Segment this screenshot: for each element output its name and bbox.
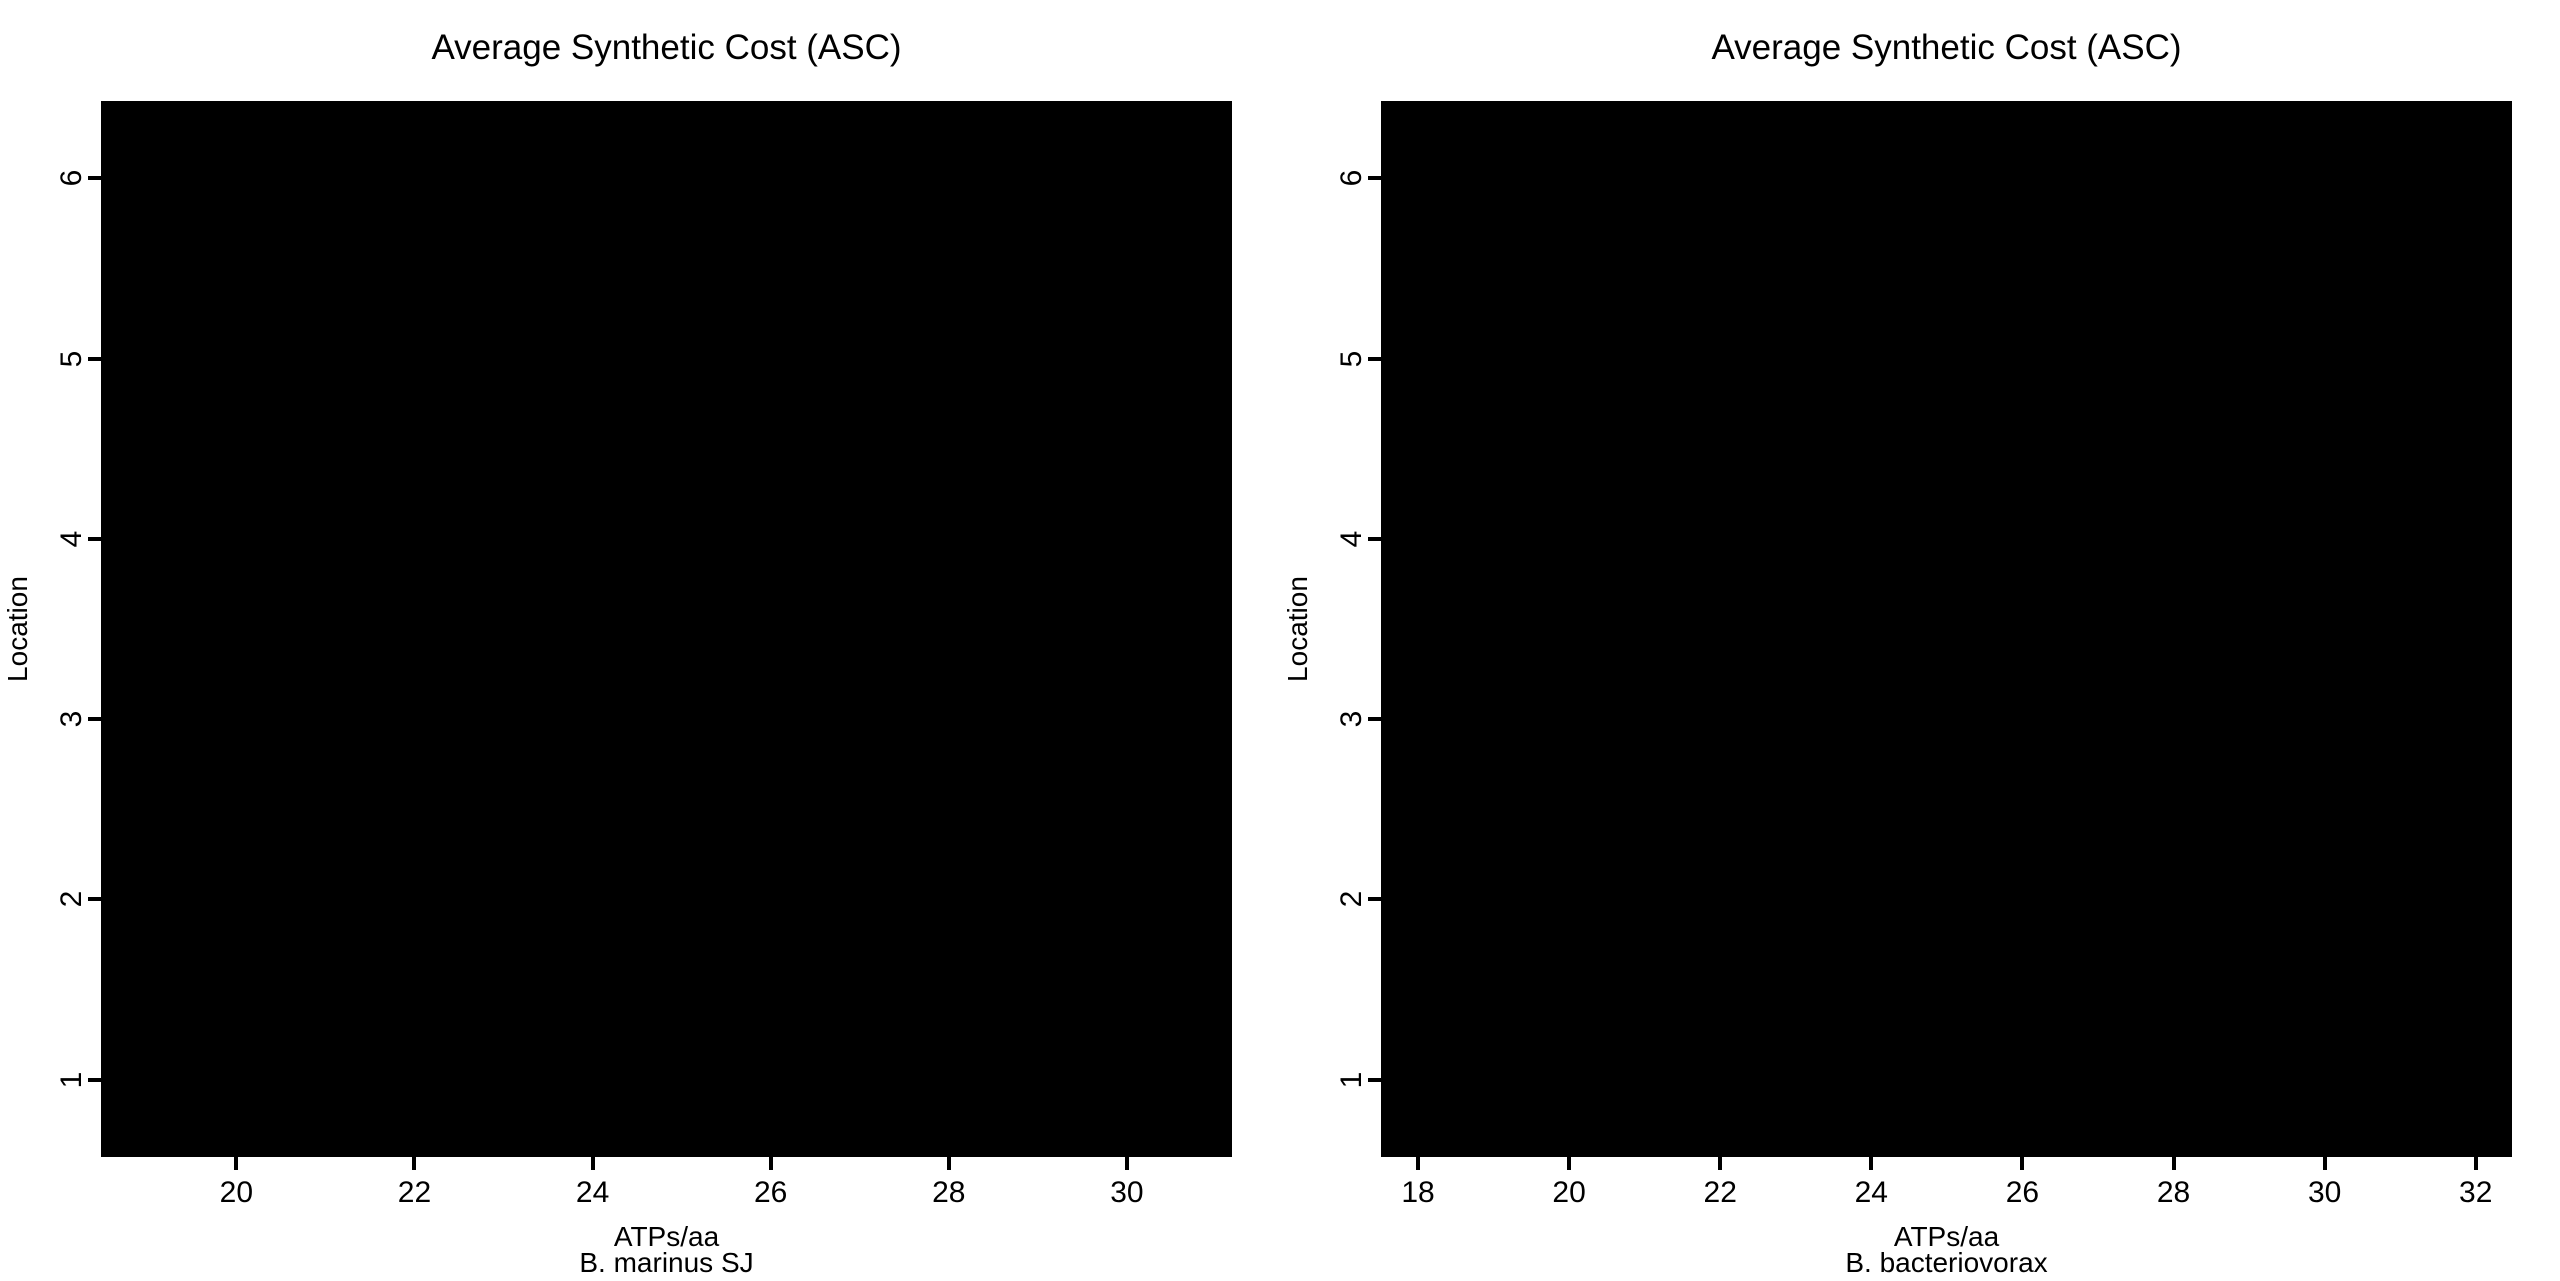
x-axis-label-group: ATPs/aa B. marinus SJ	[101, 1221, 1232, 1278]
x-tick-mark	[412, 1157, 417, 1170]
y-tick-mark	[1368, 717, 1381, 722]
y-tick-label: 2	[1335, 890, 1368, 908]
y-tick-label: 6	[55, 170, 88, 187]
x-tick-mark	[768, 1157, 773, 1170]
x-tick-mark	[1869, 1157, 1874, 1170]
y-axis-label: Location	[1282, 576, 1313, 682]
x-axis-sublabel: B. bacteriovorax	[1845, 1247, 2048, 1278]
x-tick-mark	[2473, 1157, 2478, 1170]
x-tick-mark	[1718, 1157, 1723, 1170]
y-tick-mark	[1368, 897, 1381, 902]
x-tick-mark	[1124, 1157, 1129, 1170]
y-tick-mark	[88, 356, 101, 361]
y-tick-label: 6	[1335, 170, 1368, 187]
x-tick-mark	[2171, 1157, 2176, 1170]
x-tick-label: 24	[575, 1176, 610, 1209]
y-tick-mark	[1368, 536, 1381, 541]
y-tick-label: 4	[1335, 530, 1368, 548]
x-tick-label: 28	[932, 1176, 966, 1209]
x-tick-label: 24	[1854, 1176, 1888, 1209]
x-tick-label: 26	[2005, 1176, 2040, 1209]
x-tick-mark	[2020, 1157, 2025, 1170]
x-tick-label: 20	[219, 1176, 254, 1209]
x-tick-label: 22	[397, 1176, 432, 1209]
y-tick-mark	[1368, 176, 1381, 181]
x-axis-label: ATPs/aa	[613, 1221, 720, 1252]
x-axis-sublabel: B. marinus SJ	[579, 1247, 754, 1278]
y-tick-mark	[88, 717, 101, 722]
x-tick-mark	[590, 1157, 595, 1170]
x-tick-mark	[234, 1157, 239, 1170]
x-tick-label: 26	[754, 1176, 788, 1209]
x-tick-label: 32	[2459, 1176, 2493, 1209]
x-axis-label-group: ATPs/aa B. bacteriovorax	[1381, 1221, 2512, 1278]
x-tick-label: 20	[1552, 1176, 1586, 1209]
y-tick-mark	[1368, 1077, 1381, 1082]
x-axis-label: ATPs/aa	[1893, 1221, 2000, 1252]
x-tick-mark	[2322, 1157, 2327, 1170]
y-tick-label: 2	[55, 890, 88, 908]
y-tick-mark	[1368, 356, 1381, 361]
y-tick-mark	[88, 176, 101, 181]
x-tick-mark	[1567, 1157, 1572, 1170]
y-tick-label: 3	[1335, 710, 1368, 728]
x-tick-mark	[946, 1157, 951, 1170]
y-axis-label: Location	[2, 576, 33, 682]
y-tick-label: 5	[1335, 350, 1368, 368]
y-tick-mark	[88, 1077, 101, 1082]
y-tick-mark	[88, 536, 101, 541]
x-tick-label: 22	[1703, 1176, 1737, 1209]
x-tick-mark	[1416, 1157, 1421, 1170]
chart-title: Average Synthetic Cost (ASC)	[1711, 28, 2182, 67]
y-tick-label: 4	[55, 530, 88, 548]
plot-area	[101, 101, 1232, 1157]
x-tick-label: 28	[2156, 1176, 2191, 1209]
chart-title: Average Synthetic Cost (ASC)	[431, 28, 902, 67]
x-tick-label: 30	[1110, 1176, 1144, 1209]
y-tick-label: 5	[55, 350, 88, 368]
plot-area	[1381, 101, 2512, 1157]
y-tick-label: 3	[55, 710, 88, 728]
x-tick-label: 30	[2307, 1176, 2342, 1209]
y-tick-label: 1	[1335, 1071, 1368, 1088]
x-tick-label: 18	[1401, 1176, 1435, 1209]
y-tick-mark	[88, 897, 101, 902]
y-tick-label: 1	[55, 1071, 88, 1088]
